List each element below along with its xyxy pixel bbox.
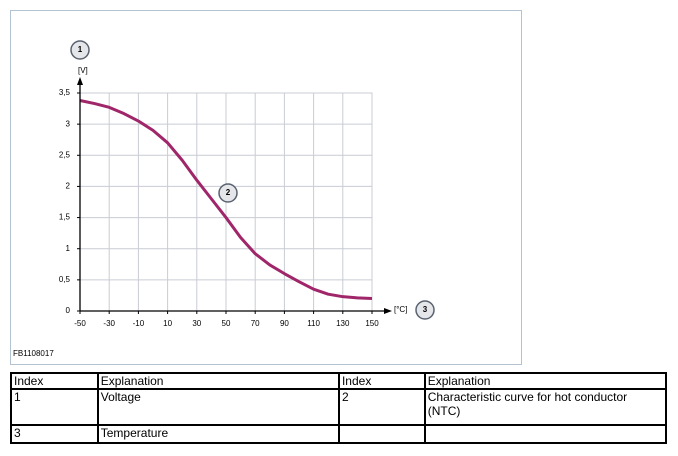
y-axis-label: [V] bbox=[78, 66, 88, 75]
table-row: 1 Voltage 2 Characteristic curve for hot… bbox=[10, 388, 668, 426]
callout-circle bbox=[218, 183, 238, 203]
x-tick-label: 150 bbox=[365, 319, 379, 328]
header-cell: Index bbox=[10, 372, 99, 390]
figure-id: FB1108017 bbox=[13, 349, 54, 358]
legend-table: Index Explanation Index Explanation 1 Vo… bbox=[10, 372, 668, 444]
x-axis-arrow bbox=[384, 308, 392, 314]
y-tick-label: 3 bbox=[66, 119, 71, 128]
table-cell: 1 bbox=[10, 388, 99, 426]
table-cell: Temperature bbox=[96, 424, 340, 444]
table-cell: 3 bbox=[10, 424, 99, 444]
y-tick-label: 0 bbox=[66, 306, 71, 315]
figure: FB1108017 [V] [°C] 0 0,5 1 1,5 2 2,5 3 3,5 -50 -3… bbox=[10, 10, 522, 365]
callout-label: 3 bbox=[423, 305, 428, 314]
x-tick-label: 110 bbox=[307, 319, 320, 328]
table-cell bbox=[423, 424, 668, 444]
table-cell: 2 bbox=[337, 388, 426, 426]
callout: 1 bbox=[70, 40, 90, 60]
curve bbox=[79, 99, 373, 301]
table-row: 3 Temperature bbox=[10, 424, 668, 444]
y-tick-label: 1,5 bbox=[59, 213, 71, 222]
x-tick-label: -10 bbox=[133, 319, 145, 328]
x-tick-label: -30 bbox=[103, 319, 115, 328]
y-tick-label: 2 bbox=[66, 182, 71, 191]
x-tick-label: 70 bbox=[251, 319, 260, 328]
callout: 3 bbox=[415, 300, 435, 320]
table-cell: Characteristic curve for hot conductor (… bbox=[423, 388, 668, 426]
table-header: Index Explanation Index Explanation bbox=[10, 372, 668, 390]
x-tick-label: -50 bbox=[74, 319, 86, 328]
y-axis-arrow bbox=[77, 77, 83, 85]
table-cell: Voltage bbox=[96, 388, 340, 426]
y-tick-label: 2,5 bbox=[59, 150, 71, 159]
x-tick-label: 50 bbox=[222, 319, 231, 328]
x-tick-label: 130 bbox=[336, 319, 350, 328]
x-tick-label: 30 bbox=[192, 319, 201, 328]
x-axis-label: [°C] bbox=[394, 305, 407, 314]
callout: 2 bbox=[218, 183, 238, 203]
x-tick-label: 90 bbox=[280, 319, 289, 328]
callout-circle bbox=[70, 40, 90, 60]
header-cell: Explanation bbox=[423, 372, 668, 390]
x-tick-label: 10 bbox=[163, 319, 172, 328]
table-cell bbox=[337, 424, 426, 444]
y-tick-label: 1 bbox=[66, 244, 71, 253]
y-tick-label: 3,5 bbox=[59, 88, 71, 97]
plot: 0 0,5 1 1,5 2 2,5 3 3,5 -50 -30 -10 10 30 50 70 90 110 13… bbox=[59, 88, 379, 328]
header-cell: Explanation bbox=[96, 372, 340, 390]
callout-label: 1 bbox=[78, 45, 83, 54]
header-cell: Index bbox=[337, 372, 426, 390]
callout-circle bbox=[415, 300, 435, 320]
y-tick-label: 0,5 bbox=[59, 275, 71, 284]
callout-label: 2 bbox=[226, 188, 231, 197]
